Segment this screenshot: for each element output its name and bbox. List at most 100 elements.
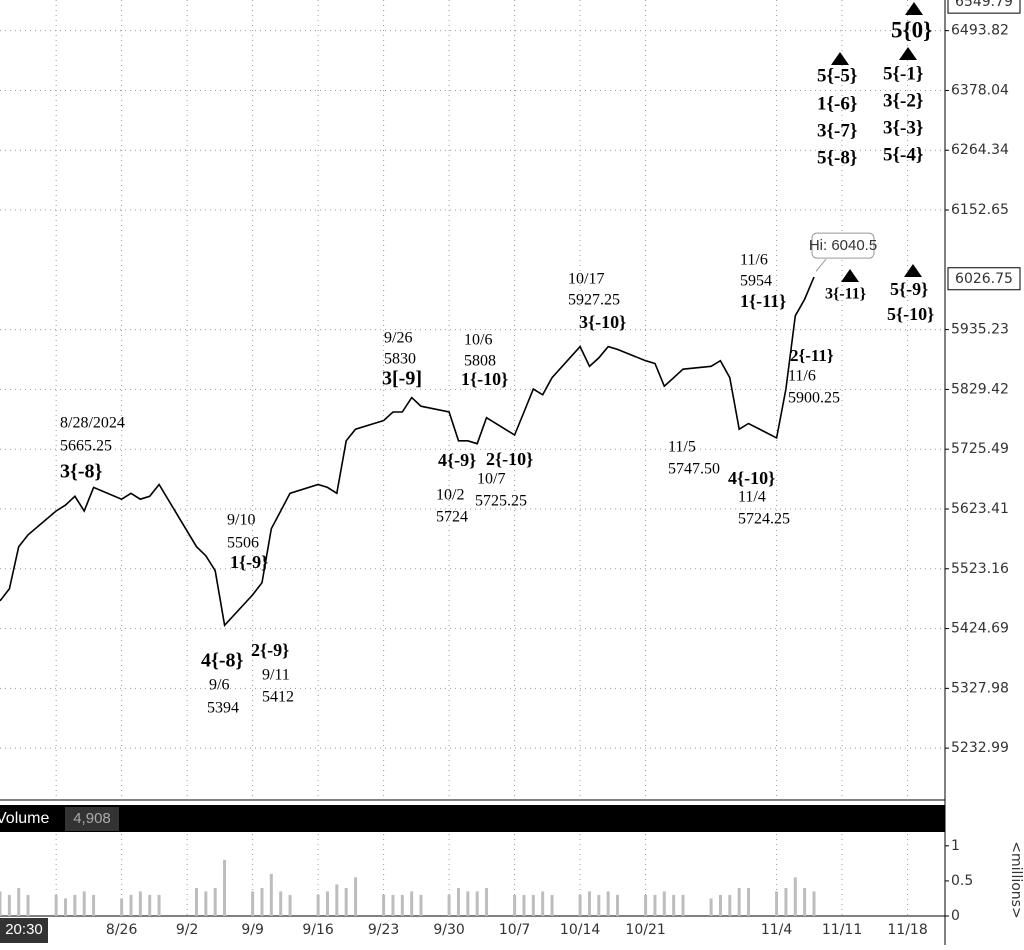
y-tick-label: 5523.16	[951, 561, 1009, 577]
annotation: 3{-10}	[579, 312, 626, 332]
annotation: 10/17	[568, 271, 604, 288]
y-tick-label: 0	[951, 908, 960, 924]
volume-bar	[662, 891, 666, 916]
annotation: 5830	[384, 351, 416, 368]
volume-title: Volume	[0, 810, 49, 827]
cursor-time-box	[0, 918, 48, 943]
volume-bar	[223, 859, 227, 916]
volume-bar	[456, 887, 460, 916]
x-tick-label: 10/21	[625, 922, 665, 938]
y-tick-label: 5327.98	[951, 680, 1009, 696]
volume-bar	[475, 891, 479, 916]
volume-value-box	[65, 807, 119, 831]
annotation: 5394	[207, 700, 239, 717]
annotation: 5725.25	[475, 493, 527, 510]
volume-bar	[148, 894, 152, 916]
volume-bar	[120, 898, 124, 916]
annotation: 11/6	[788, 368, 816, 385]
y-axis-label: <millions>	[1008, 841, 1024, 918]
volume-bar	[644, 894, 648, 916]
annotation: 3{-8}	[60, 461, 103, 483]
volume-bar	[653, 894, 657, 916]
annotation: 5747.50	[668, 461, 720, 478]
volume-bar	[63, 898, 67, 916]
y-tick-label: 5725.49	[951, 441, 1009, 457]
annotation: 9/6	[209, 677, 229, 694]
annotation: 5724.25	[738, 511, 790, 528]
volume-bar	[531, 894, 535, 916]
volume-bar	[316, 894, 320, 916]
volume-bar	[400, 894, 404, 916]
volume-bar	[129, 894, 133, 916]
x-tick-label: 9/16	[302, 922, 334, 938]
annotation: 5724	[436, 509, 468, 526]
volume-bar	[803, 887, 807, 916]
x-tick-label: 9/2	[176, 922, 199, 938]
volume-bar	[325, 891, 329, 916]
x-tick-label: 11/18	[887, 922, 927, 938]
volume-bar	[775, 891, 779, 916]
volume-bar	[681, 894, 685, 916]
y-tick-label: 5623.41	[951, 501, 1009, 517]
annotation: 3[-9]	[382, 368, 422, 390]
volume-bar	[485, 887, 489, 916]
wave-marker	[904, 264, 922, 277]
annotation: 5900.25	[788, 390, 840, 407]
annotation: 5954	[740, 273, 772, 290]
annotation: 5{-8}	[817, 147, 857, 168]
top-price-box	[947, 0, 1021, 14]
volume-bar	[597, 894, 601, 916]
x-tick-label: 11/4	[761, 922, 793, 938]
wave-marker	[899, 47, 917, 60]
y-tick-label: 6493.82	[951, 23, 1009, 39]
high-pointer	[815, 258, 827, 272]
volume-bar	[709, 898, 713, 916]
volume-bar	[550, 894, 554, 916]
annotation: 5{-4}	[883, 144, 923, 165]
x-tick-label: 10/14	[560, 922, 600, 938]
annotation: 10/2	[436, 487, 464, 504]
volume-bar	[26, 894, 30, 916]
annotation: 5{-5}	[817, 65, 857, 86]
last-price: 6026.75	[955, 271, 1013, 287]
volume-bar	[616, 894, 620, 916]
annotation: 4{-10}	[728, 468, 775, 488]
annotation: 3{-7}	[817, 120, 857, 141]
volume-bar	[0, 891, 2, 916]
volume-bar	[522, 894, 526, 916]
high-label: Hi: 6040.5	[809, 237, 877, 254]
annotation: 2{-11}	[790, 346, 834, 365]
annotation: 5927.25	[568, 292, 620, 309]
annotation: 3{-2}	[883, 90, 923, 111]
y-tick-label: 0.5	[951, 873, 973, 889]
annotation: 2{-9}	[251, 640, 289, 660]
x-tick-label: 9/9	[241, 922, 264, 938]
volume-value: 4,908	[73, 810, 111, 827]
volume-bar	[793, 877, 797, 916]
wave-marker	[841, 269, 859, 282]
top-price: 6549.79	[955, 0, 1013, 10]
annotation: 5{0}	[891, 17, 932, 42]
annotation: 8/28/2024	[60, 415, 125, 432]
annotation: 5{-10}	[887, 304, 934, 324]
volume-bar	[73, 894, 77, 916]
volume-bar	[812, 891, 816, 916]
volume-bar	[92, 894, 96, 916]
annotation: 10/7	[477, 471, 505, 488]
volume-bar	[335, 884, 339, 916]
volume-bar	[747, 887, 751, 916]
annotation: 9/10	[227, 512, 255, 529]
annotation: 1{-10}	[461, 369, 508, 389]
volume-bar	[194, 887, 198, 916]
volume-bar	[213, 887, 217, 916]
volume-bar	[54, 894, 58, 916]
volume-bar	[204, 891, 208, 916]
annotation: 4{-9}	[438, 450, 476, 470]
high-bubble	[811, 232, 875, 259]
annotation: 1{-9}	[230, 552, 268, 572]
volume-bar	[269, 873, 273, 916]
volume-bar	[251, 891, 255, 916]
volume-bar	[7, 894, 11, 916]
